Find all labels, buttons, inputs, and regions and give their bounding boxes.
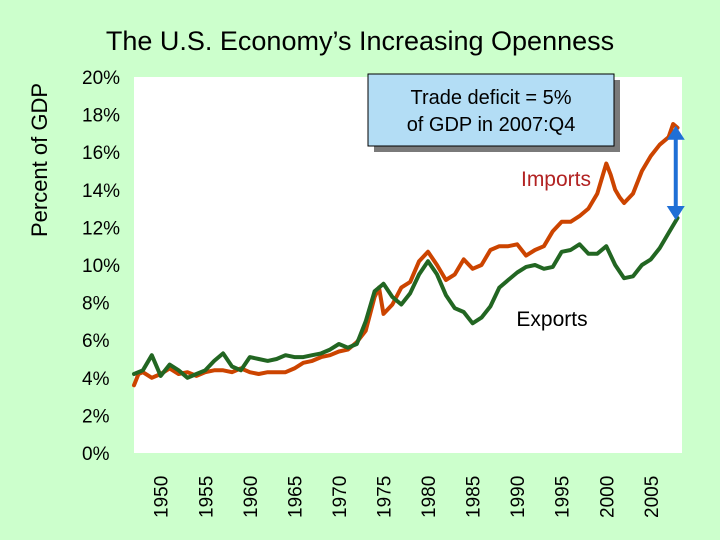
- x-tick-label: 1965: [285, 476, 306, 518]
- y-tick-label: 0%: [82, 444, 110, 465]
- y-tick-label: 18%: [82, 106, 120, 127]
- series-lines: [132, 122, 680, 388]
- x-tick-label: 2005: [642, 476, 663, 518]
- exports-series-label: Exports: [516, 308, 587, 331]
- callout-line-1: Trade deficit = 5%: [410, 87, 571, 109]
- x-tick-label: 2000: [597, 476, 618, 518]
- y-tick-label: 10%: [82, 256, 120, 277]
- y-tick-label: 6%: [82, 331, 110, 352]
- trade-deficit-callout: Trade deficit = 5% of GDP in 2007:Q4: [367, 73, 620, 152]
- chart-title: The U.S. Economy’s Increasing Openness: [105, 26, 615, 56]
- imports-series-label: Imports: [521, 168, 591, 191]
- y-tick-label: 4%: [82, 369, 110, 390]
- arrow-head-top: [666, 125, 685, 140]
- y-tick-label: 8%: [82, 294, 110, 315]
- x-tick-label: 1960: [241, 476, 262, 518]
- y-tick-label: 14%: [82, 181, 120, 202]
- callout-box: [367, 73, 615, 147]
- callout-line-2: of GDP in 2007:Q4: [407, 114, 576, 136]
- x-tick-label: 1980: [419, 476, 440, 518]
- x-tick-label: 1990: [508, 476, 529, 518]
- series-line-exports: [132, 216, 680, 380]
- x-tick-label: 1975: [374, 476, 395, 518]
- x-tick-label: 1970: [330, 476, 351, 518]
- x-tick-label: 1950: [152, 476, 173, 518]
- x-axis-ticks: 1950 1955 1960 1965 1970 1975 1980 1985 1990 1995…: [152, 476, 663, 518]
- y-tick-label: 16%: [82, 143, 120, 164]
- x-tick-label: 1955: [196, 476, 217, 518]
- arrow-head-bottom: [666, 206, 685, 220]
- x-tick-label: 1985: [464, 476, 485, 518]
- series-line-imports: [132, 122, 680, 388]
- y-axis-ticks: 0% 2% 4% 6% 8% 10% 12% 14% 16% 18% 20%: [82, 68, 120, 465]
- deficit-gap-arrow: [666, 125, 685, 220]
- y-tick-label: 12%: [82, 218, 120, 239]
- y-tick-label: 20%: [82, 68, 120, 89]
- y-tick-label: 2%: [82, 406, 110, 427]
- x-tick-label: 1995: [553, 476, 574, 518]
